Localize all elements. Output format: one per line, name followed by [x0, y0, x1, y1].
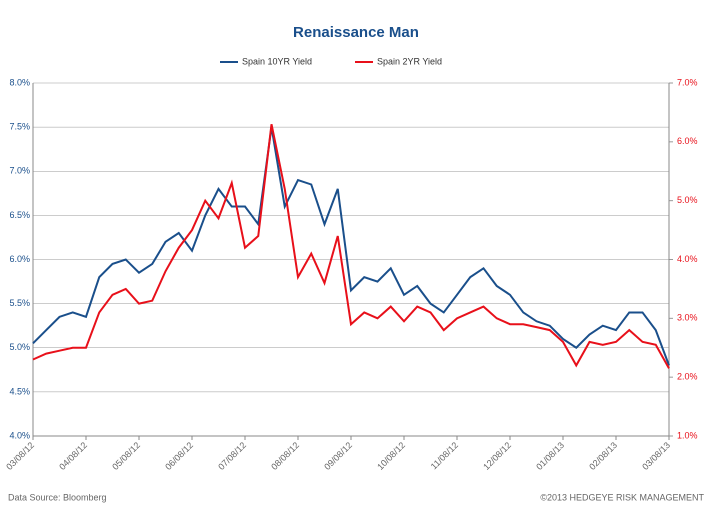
y-tick-label: 5.0%	[9, 342, 30, 352]
series-line	[32, 126, 670, 366]
source: Data Source: Bloomberg	[8, 492, 107, 502]
legend-label: Spain 2YR Yield	[377, 56, 442, 66]
series-line	[32, 123, 670, 369]
x-tick-label: 09/08/12	[322, 440, 354, 472]
x-tick-label: 10/08/12	[375, 440, 407, 472]
y-tick-label: 4.5%	[9, 386, 30, 396]
x-tick-label: 03/08/13	[640, 440, 672, 472]
copyright: ©2013 HEDGEYE RISK MANAGEMENT	[540, 492, 704, 502]
x-tick-label: 03/08/12	[4, 440, 36, 472]
y2-tick-label: 7.0%	[677, 77, 698, 87]
x-tick-label: 02/08/13	[587, 440, 619, 472]
x-tick-label: 01/08/13	[534, 440, 566, 472]
y2-tick-label: 4.0%	[677, 254, 698, 264]
x-tick-label: 07/08/12	[216, 440, 248, 472]
y2-tick-label: 2.0%	[677, 372, 698, 382]
y-tick-label: 6.5%	[9, 210, 30, 220]
x-tick-label: 12/08/12	[481, 440, 513, 472]
x-tick-label: 11/08/12	[429, 440, 460, 471]
x-tick-label: 04/08/12	[57, 440, 89, 472]
y-tick-label: 7.5%	[9, 122, 30, 132]
x-tick-label: 06/08/12	[163, 440, 195, 472]
chart-title: Renaissance Man	[293, 24, 419, 41]
x-tick-label: 08/08/12	[269, 440, 301, 472]
y-tick-label: 6.0%	[9, 254, 30, 264]
x-tick-label: 05/08/12	[110, 440, 142, 472]
y2-tick-label: 5.0%	[677, 195, 698, 205]
y2-tick-label: 3.0%	[677, 313, 698, 323]
y-tick-label: 7.0%	[9, 166, 30, 176]
y2-tick-label: 6.0%	[677, 136, 698, 146]
y-tick-label: 8.0%	[9, 77, 30, 87]
y2-tick-label: 1.0%	[677, 430, 698, 440]
y-tick-label: 4.0%	[9, 430, 30, 440]
legend-label: Spain 10YR Yield	[242, 56, 312, 66]
y-tick-label: 5.5%	[9, 298, 30, 308]
